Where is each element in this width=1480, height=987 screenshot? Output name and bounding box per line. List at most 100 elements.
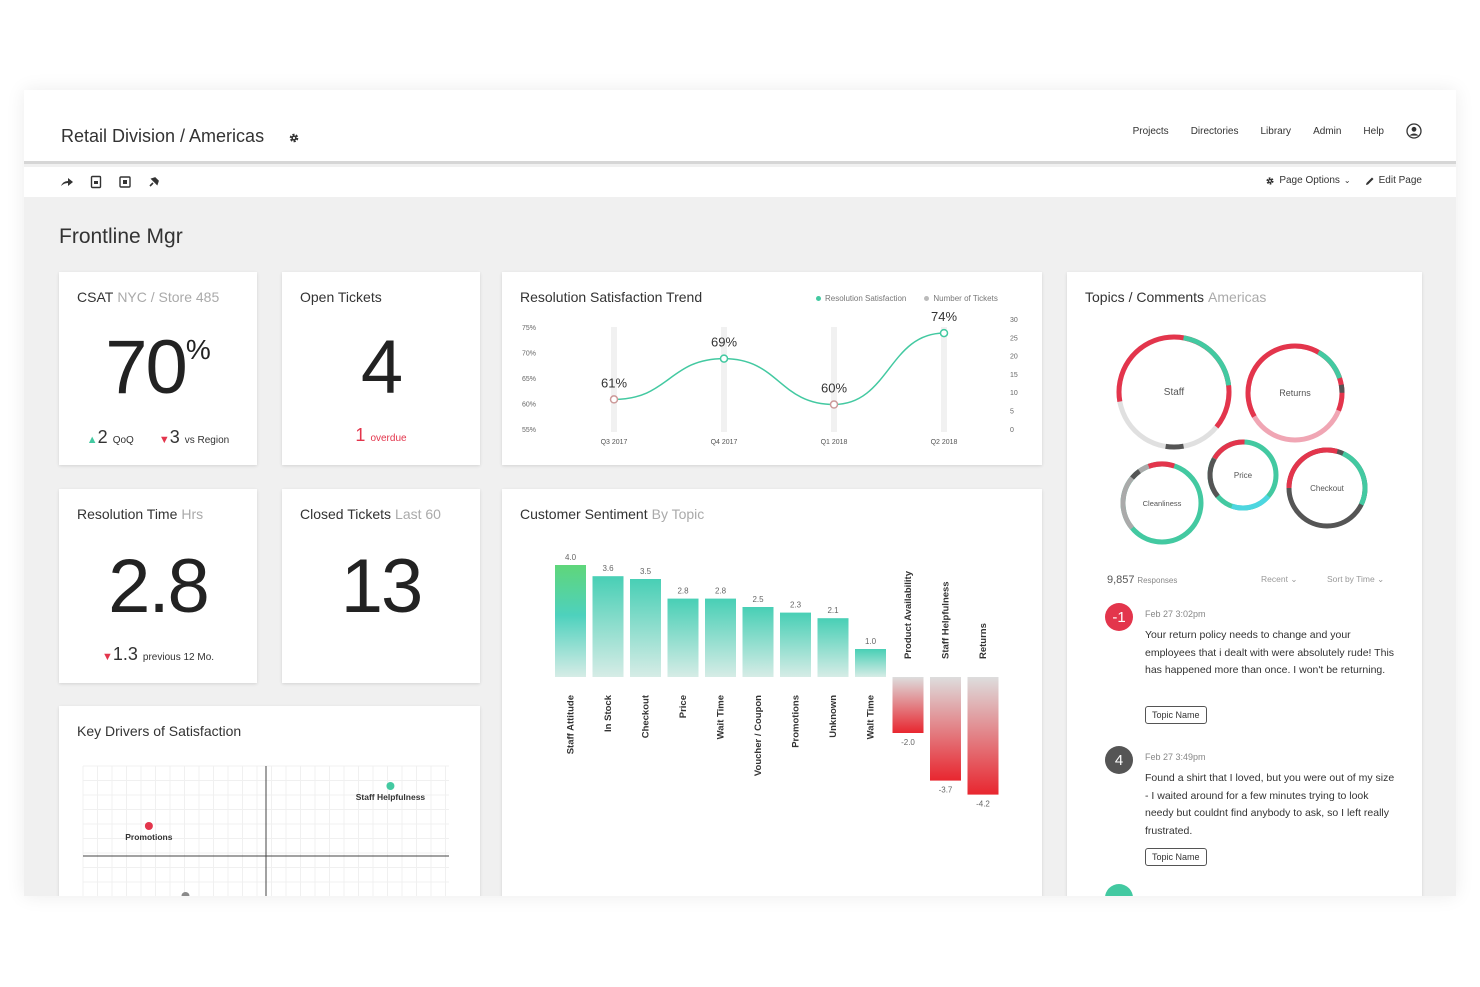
export-icon[interactable] xyxy=(118,175,132,189)
overdue-value: 1 xyxy=(355,425,366,445)
page-options-button[interactable]: Page Options ⌄ xyxy=(1265,175,1351,186)
trend-point[interactable] xyxy=(719,354,729,363)
category-label: Promotions xyxy=(791,695,802,748)
trend-point-label: 61% xyxy=(601,375,627,390)
bar-value-label: 2.3 xyxy=(790,601,802,610)
legend-dot xyxy=(816,296,821,301)
x-tick-label: Q1 2018 xyxy=(821,439,848,446)
sentiment-bar[interactable] xyxy=(742,607,774,677)
card-title: Resolution Time Hrs xyxy=(77,506,203,522)
open-tickets-title: Open Tickets xyxy=(300,289,382,305)
bubble-label: Returns xyxy=(1279,388,1311,398)
bar-value-label: -3.7 xyxy=(939,786,953,795)
driver-point[interactable] xyxy=(386,782,395,790)
category-label: Checkout xyxy=(641,694,652,738)
ticket-column xyxy=(721,327,727,432)
trend-point[interactable] xyxy=(939,328,949,338)
trend-point[interactable] xyxy=(829,400,839,409)
trend-point-label: 74% xyxy=(931,309,957,324)
score-badge: -1 xyxy=(1105,603,1133,631)
bubble-returns[interactable]: Returns xyxy=(1231,329,1359,457)
recent-dropdown[interactable]: Recent ⌄ xyxy=(1261,574,1297,585)
recent-label: Recent xyxy=(1261,574,1288,584)
comment-text: Your return policy needs to change and y… xyxy=(1145,629,1395,676)
edit-page-label: Edit Page xyxy=(1378,175,1422,186)
sentiment-bar[interactable] xyxy=(780,612,811,677)
bubble-label: Cleanliness xyxy=(1143,499,1182,508)
sentiment-bar[interactable] xyxy=(817,618,849,677)
bar-value-label: 2.5 xyxy=(752,595,764,604)
chevron-down-icon: ⌄ xyxy=(1343,176,1351,185)
triangle-up-icon: ▲ xyxy=(86,434,98,446)
bubble-cleanliness[interactable]: Cleanliness xyxy=(1107,448,1217,558)
gear-icon[interactable] xyxy=(288,132,300,144)
nav-projects[interactable]: Projects xyxy=(1132,125,1169,137)
region-label: vs Region xyxy=(184,435,230,446)
csat-unit: % xyxy=(185,334,211,365)
document-icon[interactable] xyxy=(89,175,103,189)
topics-subtitle: Americas xyxy=(1208,289,1267,305)
bar-value-label: 2.8 xyxy=(677,587,689,596)
driver-point[interactable] xyxy=(181,892,190,896)
nav-library[interactable]: Library xyxy=(1260,125,1292,137)
sentiment-title: Customer Sentiment xyxy=(520,506,648,522)
sentiment-bar[interactable] xyxy=(967,677,999,795)
nav-admin[interactable]: Admin xyxy=(1313,125,1342,137)
sentiment-bar[interactable] xyxy=(630,579,661,677)
category-label: Wait Time xyxy=(716,695,727,739)
key-drivers-card: Key Drivers of Satisfaction Staff Helpfu… xyxy=(59,706,480,896)
bubble-staff[interactable]: Staff xyxy=(1110,328,1237,455)
y2-tick-label: 0 xyxy=(1010,427,1014,434)
sentiment-bar[interactable] xyxy=(705,598,736,677)
legend-item[interactable]: Number of Tickets xyxy=(924,294,998,303)
y-tick-label: 65% xyxy=(522,376,536,383)
topic-tag-button[interactable]: Topic Name xyxy=(1145,706,1207,724)
pin-icon[interactable] xyxy=(147,175,161,189)
sentiment-bar[interactable] xyxy=(667,598,699,677)
share-icon[interactable] xyxy=(60,175,74,189)
sentiment-bar[interactable] xyxy=(555,565,586,677)
sentiment-bar[interactable] xyxy=(592,576,624,677)
sentiment-bar[interactable] xyxy=(892,677,924,733)
bubble-checkout[interactable]: Checkout xyxy=(1277,438,1378,539)
qoq-label: QoQ xyxy=(112,435,134,446)
y2-tick-label: 30 xyxy=(1010,317,1018,324)
page-options-label: Page Options xyxy=(1279,175,1340,186)
y2-tick-label: 20 xyxy=(1010,354,1018,361)
category-label: Voucher / Coupon xyxy=(753,695,764,776)
trend-point[interactable] xyxy=(609,395,619,404)
nav-directories[interactable]: Directories xyxy=(1190,125,1239,137)
y-tick-label: 55% xyxy=(522,427,536,434)
bubble-price[interactable]: Price xyxy=(1197,429,1290,522)
qoq-value: 2 xyxy=(97,427,108,447)
toolbar-actions: Page Options ⌄ Edit Page xyxy=(1265,175,1422,186)
csat-title: CSAT xyxy=(77,289,114,305)
edit-page-button[interactable]: Edit Page xyxy=(1365,175,1422,186)
legend-label: Resolution Satisfaction xyxy=(825,294,907,303)
chevron-down-icon: ⌄ xyxy=(1290,574,1298,584)
legend-item[interactable]: Resolution Satisfaction xyxy=(816,294,906,303)
bar-value-label: 3.6 xyxy=(602,564,614,573)
breadcrumb[interactable]: Retail Division / Americas xyxy=(61,126,265,146)
ticket-column xyxy=(831,327,837,432)
driver-label: Staff Helpfulness xyxy=(356,792,426,802)
sort-dropdown[interactable]: Sort by Time ⌄ xyxy=(1327,574,1384,585)
csat-card: CSAT NYC / Store 485 70% ▲2 QoQ ▼3 vs Reg… xyxy=(59,272,257,465)
trend-series-line xyxy=(613,332,945,406)
sentiment-chart: 4.0 Staff Attitude 3.6 In Stock 3.5 Checkout 2… xyxy=(555,553,999,809)
sentiment-bar[interactable] xyxy=(855,649,886,677)
bar-value-label: 2.8 xyxy=(715,587,727,596)
sentiment-bar[interactable] xyxy=(930,677,961,781)
score-badge xyxy=(1105,884,1133,896)
user-icon[interactable] xyxy=(1406,123,1422,139)
sentiment-subtitle: By Topic xyxy=(651,506,705,522)
csat-subtitle: NYC / Store 485 xyxy=(117,289,220,305)
topic-tag-button[interactable]: Topic Name xyxy=(1145,848,1207,866)
closed-tickets-card: Closed Tickets Last 60 13 xyxy=(282,489,480,683)
driver-point[interactable] xyxy=(144,822,153,830)
category-label: Price xyxy=(678,695,689,718)
csat-deltas: ▲2 QoQ ▼3 vs Region xyxy=(59,427,257,448)
bar-value-label: 3.5 xyxy=(640,567,652,576)
pencil-icon xyxy=(1365,177,1374,185)
nav-help[interactable]: Help xyxy=(1363,125,1384,137)
